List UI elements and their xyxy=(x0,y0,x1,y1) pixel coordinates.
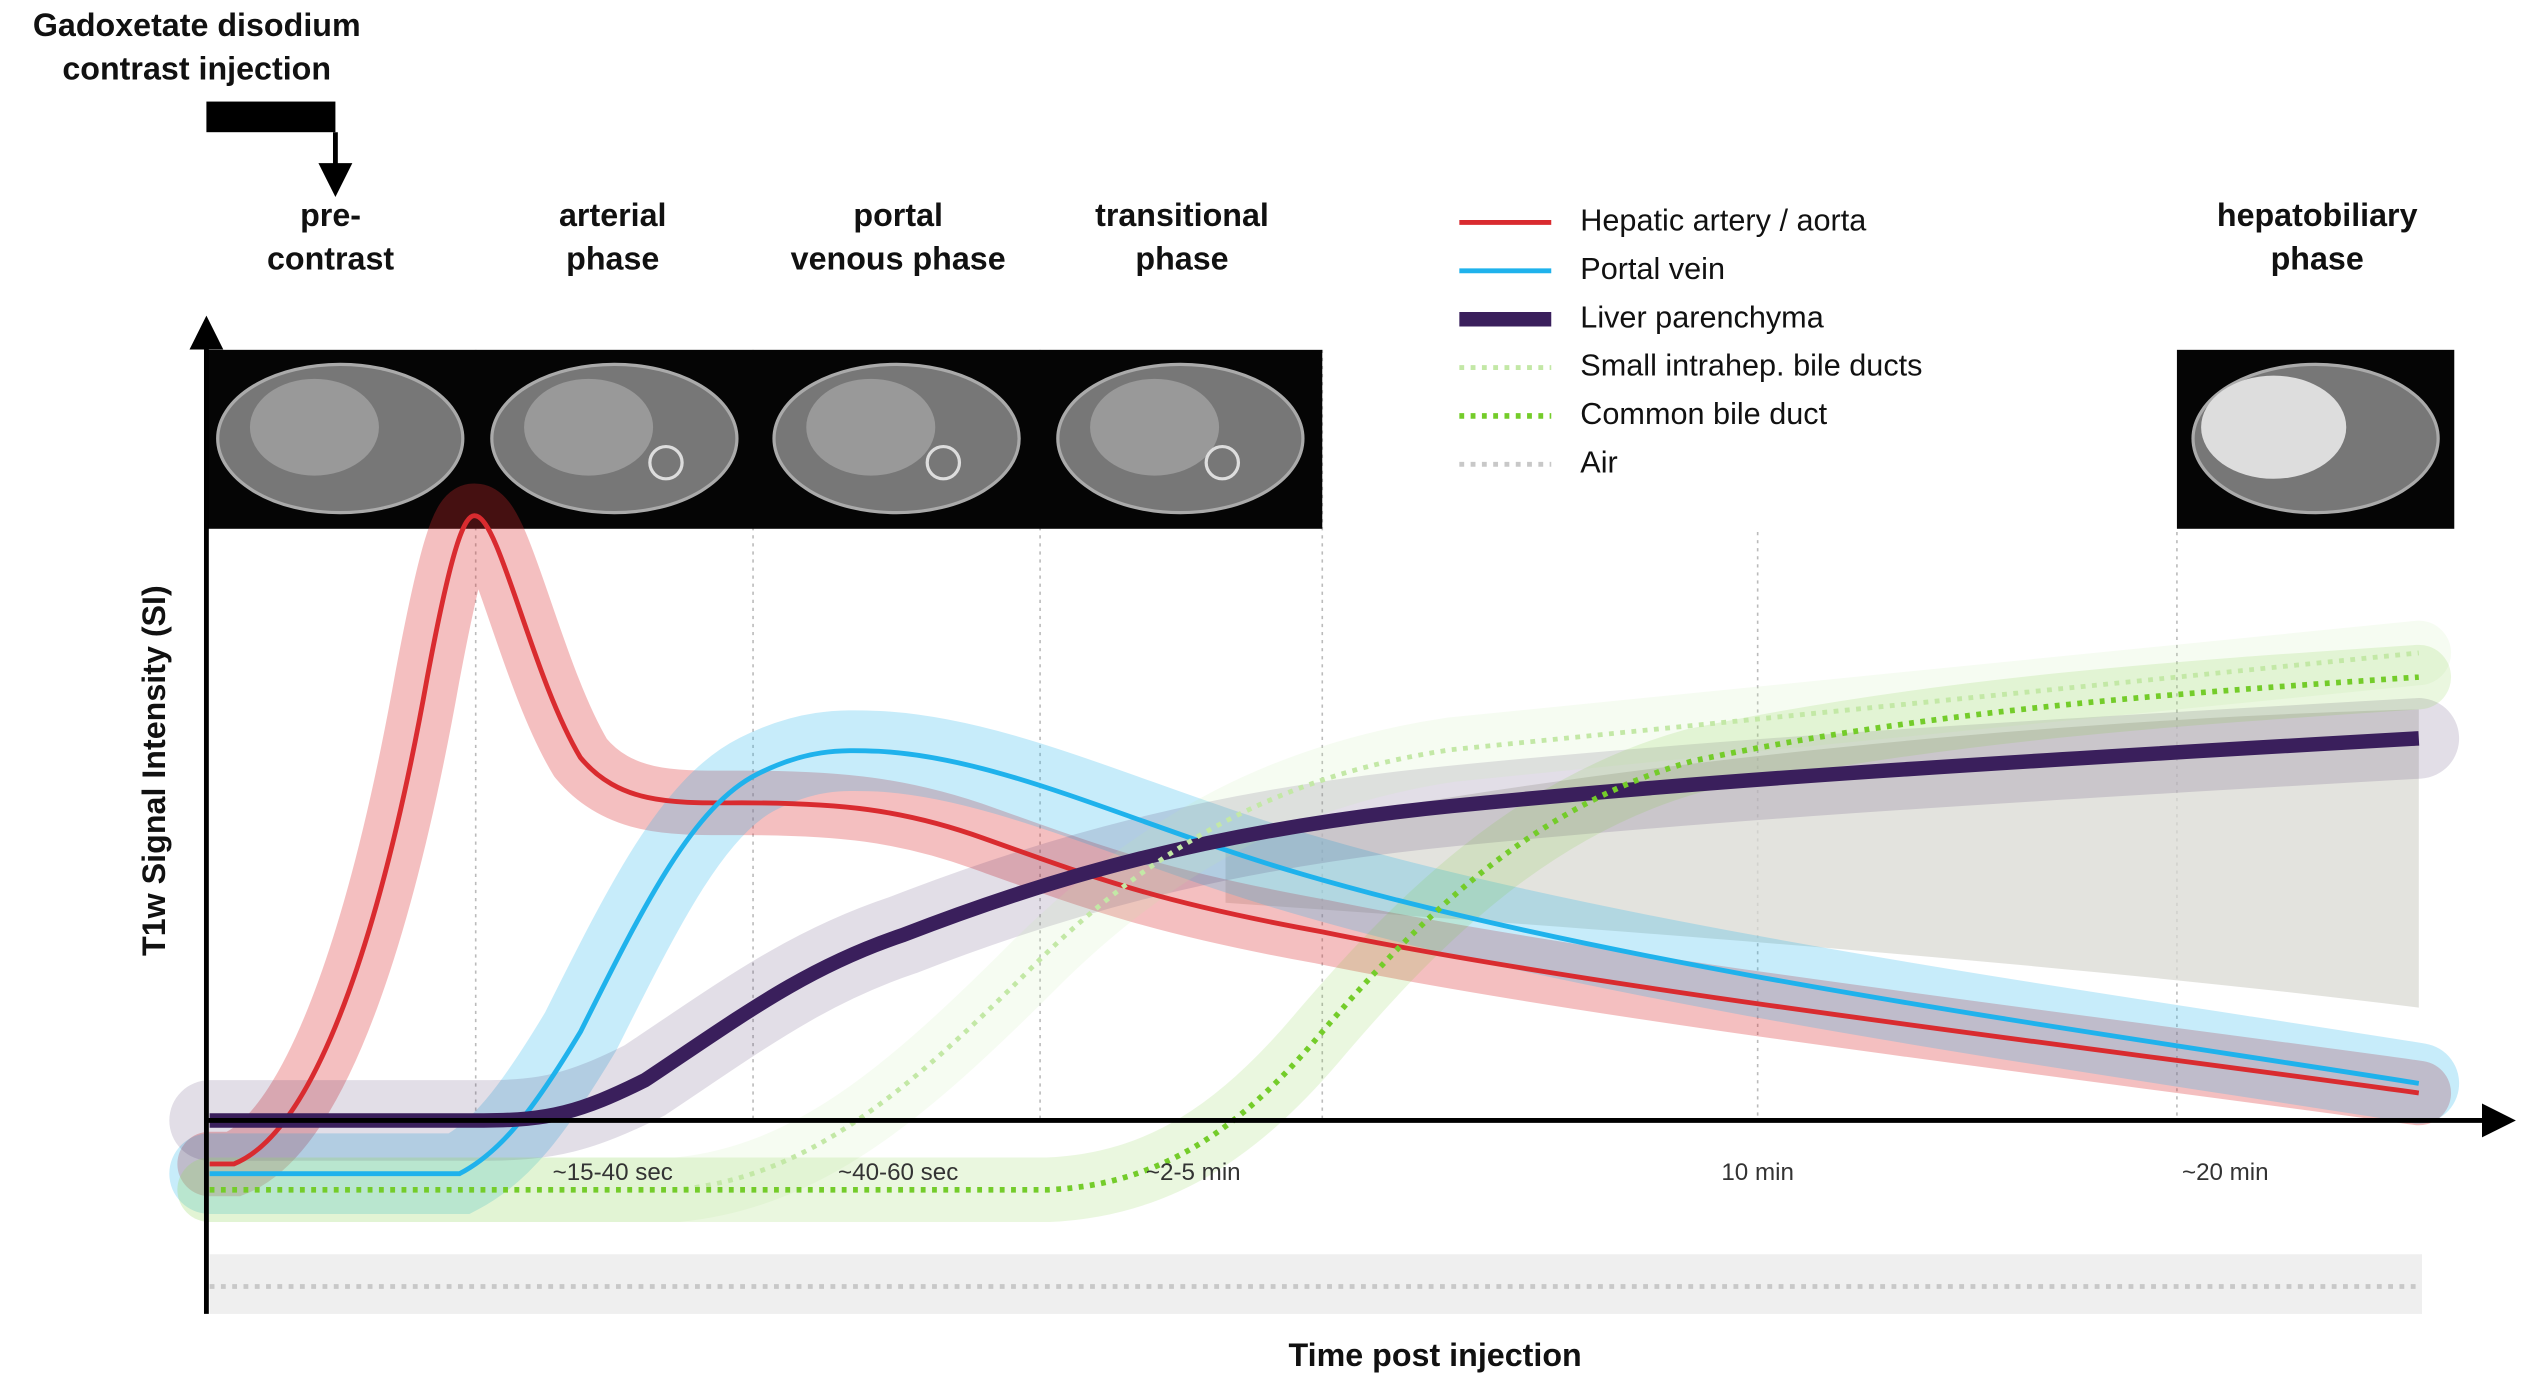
x-axis-label: Time post injection xyxy=(1289,1337,1582,1373)
phase-label: pre- xyxy=(300,197,361,233)
time-label: ~40-60 sec xyxy=(838,1159,958,1186)
injection-label: contrast injection xyxy=(62,50,331,86)
phase-label: phase xyxy=(1135,241,1228,277)
injection-label: Gadoxetate disodium xyxy=(33,7,361,43)
curve xyxy=(209,731,2420,1128)
mri-thumbnails xyxy=(206,349,2455,529)
phase-label: venous phase xyxy=(791,241,1006,277)
legend-label: Small intrahep. bile ducts xyxy=(1580,349,1922,383)
phase-label: phase xyxy=(2271,241,2364,277)
legend-label: Air xyxy=(1580,445,1617,479)
curve xyxy=(209,650,2420,1193)
curve-band xyxy=(177,644,2452,1223)
legend-label: Liver parenchyma xyxy=(1580,300,1824,334)
phase-label: contrast xyxy=(267,241,394,277)
legend-label: Hepatic artery / aorta xyxy=(1580,204,1867,238)
phase-label: transitional xyxy=(1095,197,1269,233)
phase-label: hepatobiliary xyxy=(2217,197,2418,233)
legend-label: Portal vein xyxy=(1580,252,1725,286)
time-label: 10 min xyxy=(1721,1159,1794,1186)
curves xyxy=(169,483,2460,1289)
curve xyxy=(209,748,2420,1177)
time-label: ~15-40 sec xyxy=(553,1159,673,1186)
phase-label: portal xyxy=(853,197,943,233)
curve xyxy=(209,513,2420,1167)
y-axis-label: T1w Signal Intensity (SI) xyxy=(136,585,172,956)
phase-label: arterial xyxy=(559,197,667,233)
time-label: ~2-5 min xyxy=(1146,1159,1241,1186)
legend-label: Common bile duct xyxy=(1580,397,1827,431)
phase-grid xyxy=(474,349,2178,1121)
time-label: ~20 min xyxy=(2182,1159,2269,1186)
phase-label: phase xyxy=(566,241,659,277)
liver-range-band xyxy=(1225,709,2419,1008)
injection-bar xyxy=(206,101,336,133)
